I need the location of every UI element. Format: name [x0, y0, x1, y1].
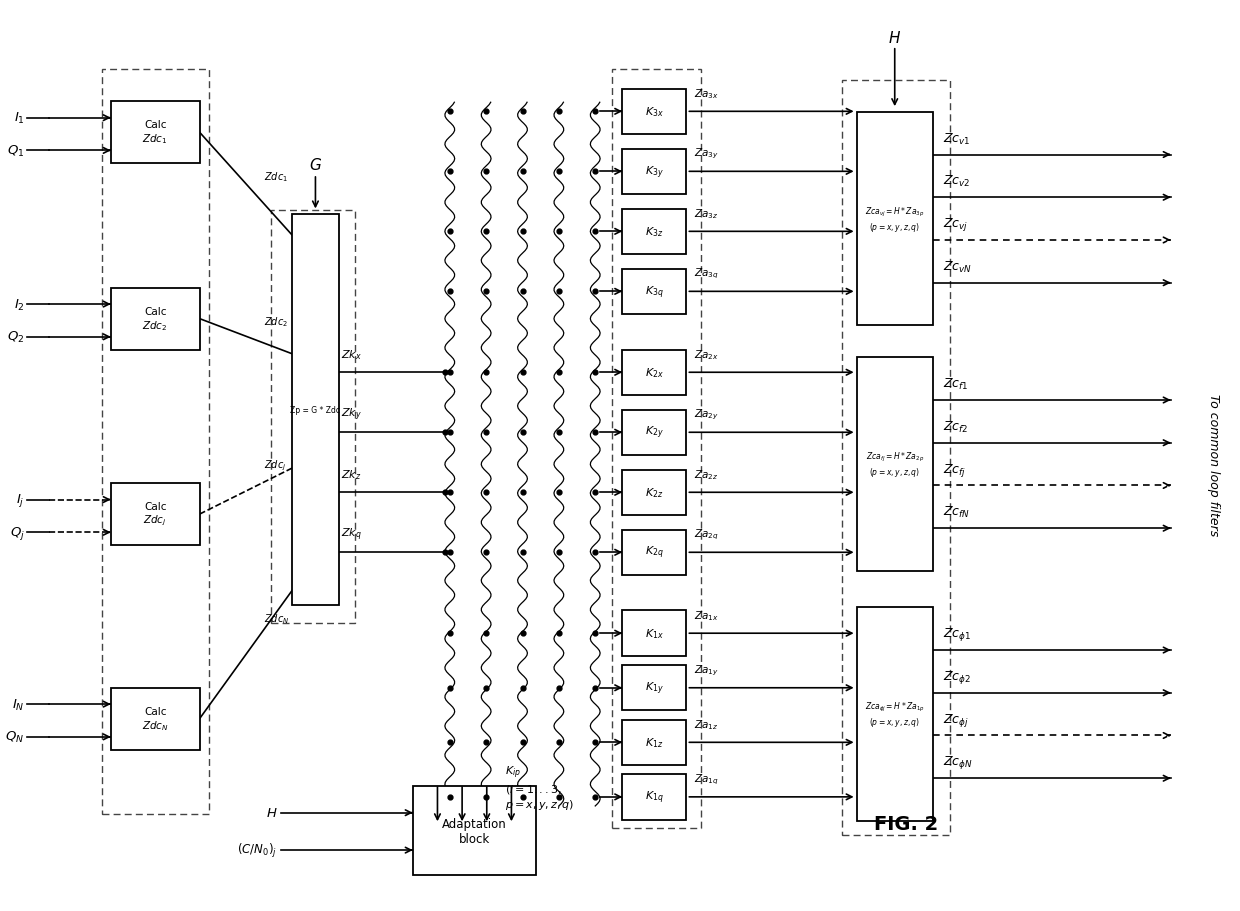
- Bar: [622, 410, 687, 456]
- Text: Calc
$Zdc_j$: Calc $Zdc_j$: [144, 501, 167, 527]
- Text: $Q_N$: $Q_N$: [5, 730, 25, 744]
- Bar: [272, 210, 355, 623]
- Text: $K_{3x}$: $K_{3x}$: [645, 106, 663, 119]
- Text: $Za_{3x}$: $Za_{3x}$: [694, 87, 718, 101]
- Text: $K_{3q}$: $K_{3q}$: [645, 284, 663, 301]
- Text: $Za_{1q}$: $Za_{1q}$: [694, 772, 718, 786]
- Text: $H$: $H$: [265, 806, 278, 819]
- Text: $K_{ip}$
$(i=1...3,$
$p=x,y,z,q)$: $K_{ip}$ $(i=1...3,$ $p=x,y,z,q)$: [505, 763, 574, 811]
- Bar: [110, 102, 200, 164]
- Text: $Zca_{fj}=H*Za_{2p}$
$(p=x,y,z,q)$: $Zca_{fj}=H*Za_{2p}$ $(p=x,y,z,q)$: [866, 451, 924, 478]
- Text: $K_{2z}$: $K_{2z}$: [645, 486, 663, 499]
- Text: $Zc_{\phi N}$: $Zc_{\phi N}$: [942, 753, 972, 771]
- Bar: [622, 665, 687, 711]
- Text: $Zc_{v2}$: $Zc_{v2}$: [942, 174, 971, 189]
- Text: $Za_{3q}$: $Za_{3q}$: [694, 267, 718, 281]
- Text: $Za_{2z}$: $Za_{2z}$: [694, 467, 718, 482]
- Text: $I_1$: $I_1$: [14, 111, 25, 126]
- Bar: [110, 289, 200, 350]
- Bar: [622, 774, 687, 820]
- Bar: [102, 69, 210, 814]
- Text: $Zc_{f1}$: $Zc_{f1}$: [942, 376, 968, 392]
- Bar: [857, 358, 932, 571]
- Text: $Zc_{\phi 2}$: $Zc_{\phi 2}$: [942, 668, 971, 685]
- Text: $Za_{1z}$: $Za_{1z}$: [694, 718, 718, 732]
- Text: Adaptation
block: Adaptation block: [443, 816, 507, 844]
- Text: $Za_{1y}$: $Za_{1y}$: [694, 662, 718, 677]
- Text: $K_{2y}$: $K_{2y}$: [645, 425, 663, 441]
- Bar: [622, 89, 687, 135]
- Bar: [857, 113, 932, 326]
- Text: $I_j$: $I_j$: [16, 492, 25, 508]
- Text: $Za_{1x}$: $Za_{1x}$: [694, 609, 718, 622]
- Text: $K_{3y}$: $K_{3y}$: [645, 164, 663, 180]
- Bar: [622, 610, 687, 656]
- Text: $Zc_{\phi j}$: $Zc_{\phi j}$: [942, 711, 968, 728]
- Text: $Q_2$: $Q_2$: [7, 330, 25, 345]
- Text: $Za_{2q}$: $Za_{2q}$: [694, 527, 718, 542]
- Bar: [413, 786, 536, 875]
- Text: $Zc_{v1}$: $Zc_{v1}$: [942, 131, 971, 147]
- Text: $Q_j$: $Q_j$: [10, 524, 25, 541]
- Text: $Zdc_2$: $Zdc_2$: [264, 314, 288, 328]
- Bar: [110, 484, 200, 546]
- Text: $K_{2x}$: $K_{2x}$: [645, 366, 663, 380]
- Text: $Zc_{\phi 1}$: $Zc_{\phi 1}$: [942, 626, 971, 642]
- Text: $Zdc_1$: $Zdc_1$: [264, 170, 288, 184]
- Bar: [622, 530, 687, 576]
- Text: $Za_{2y}$: $Za_{2y}$: [694, 407, 718, 422]
- Text: $Q_1$: $Q_1$: [7, 144, 25, 159]
- Bar: [613, 69, 702, 828]
- Text: $Zdc_j$: $Zdc_j$: [264, 458, 286, 473]
- Text: $K_{1z}$: $K_{1z}$: [645, 735, 663, 750]
- Text: $Zdc_N$: $Zdc_N$: [264, 612, 289, 626]
- Text: $K_{1x}$: $K_{1x}$: [645, 627, 663, 640]
- Bar: [293, 215, 339, 605]
- Text: $Zc_{fN}$: $Zc_{fN}$: [942, 505, 970, 520]
- Text: $Zk_z$: $Zk_z$: [341, 467, 362, 482]
- Text: $Zc_{vN}$: $Zc_{vN}$: [942, 260, 972, 274]
- Text: Calc
$Zdc_2$: Calc $Zdc_2$: [143, 306, 167, 333]
- Bar: [622, 470, 687, 516]
- Bar: [622, 149, 687, 195]
- Text: $Zk_y$: $Zk_y$: [341, 406, 362, 423]
- Bar: [110, 688, 200, 750]
- Text: $Za_{3z}$: $Za_{3z}$: [694, 207, 718, 220]
- Text: Zp = G * Zdc: Zp = G * Zdc: [290, 405, 341, 415]
- Bar: [622, 270, 687, 314]
- Text: $Zk_x$: $Zk_x$: [341, 348, 362, 362]
- Text: $I_2$: $I_2$: [14, 297, 25, 312]
- Text: FIG. 2: FIG. 2: [874, 814, 937, 833]
- Text: To common loop filters: To common loop filters: [1208, 394, 1220, 536]
- Text: $Zc_{f2}$: $Zc_{f2}$: [942, 419, 968, 435]
- Text: $(C/N_0)_j$: $(C/N_0)_j$: [237, 841, 278, 859]
- Text: $I_N$: $I_N$: [12, 697, 25, 711]
- Bar: [857, 608, 932, 821]
- Text: $G$: $G$: [309, 157, 322, 173]
- Text: $Za_{2x}$: $Za_{2x}$: [694, 348, 718, 362]
- Text: $Zc_{vj}$: $Zc_{vj}$: [942, 216, 968, 233]
- Text: $Zca_{\nu j}=H*Za_{3p}$
$(p=x,y,z,q)$: $Zca_{\nu j}=H*Za_{3p}$ $(p=x,y,z,q)$: [866, 205, 924, 233]
- Text: Calc
$Zdc_1$: Calc $Zdc_1$: [143, 120, 167, 146]
- Bar: [622, 720, 687, 765]
- Text: $Zca_{\phi j}=H*Za_{1p}$
$(p=x,y,z,q)$: $Zca_{\phi j}=H*Za_{1p}$ $(p=x,y,z,q)$: [864, 701, 925, 728]
- Bar: [842, 81, 950, 835]
- Text: $K_{2q}$: $K_{2q}$: [645, 545, 663, 561]
- Text: $Zk_q$: $Zk_q$: [341, 527, 362, 543]
- Text: $Za_{3y}$: $Za_{3y}$: [694, 147, 718, 161]
- Text: Calc
$Zdc_N$: Calc $Zdc_N$: [141, 706, 169, 732]
- Text: $K_{1y}$: $K_{1y}$: [645, 680, 663, 696]
- Text: $H$: $H$: [888, 30, 901, 46]
- Bar: [622, 210, 687, 255]
- Text: $K_{1q}$: $K_{1q}$: [645, 789, 663, 805]
- Bar: [622, 350, 687, 395]
- Text: $Zc_{fj}$: $Zc_{fj}$: [942, 461, 966, 478]
- Text: $K_{3z}$: $K_{3z}$: [645, 225, 663, 239]
